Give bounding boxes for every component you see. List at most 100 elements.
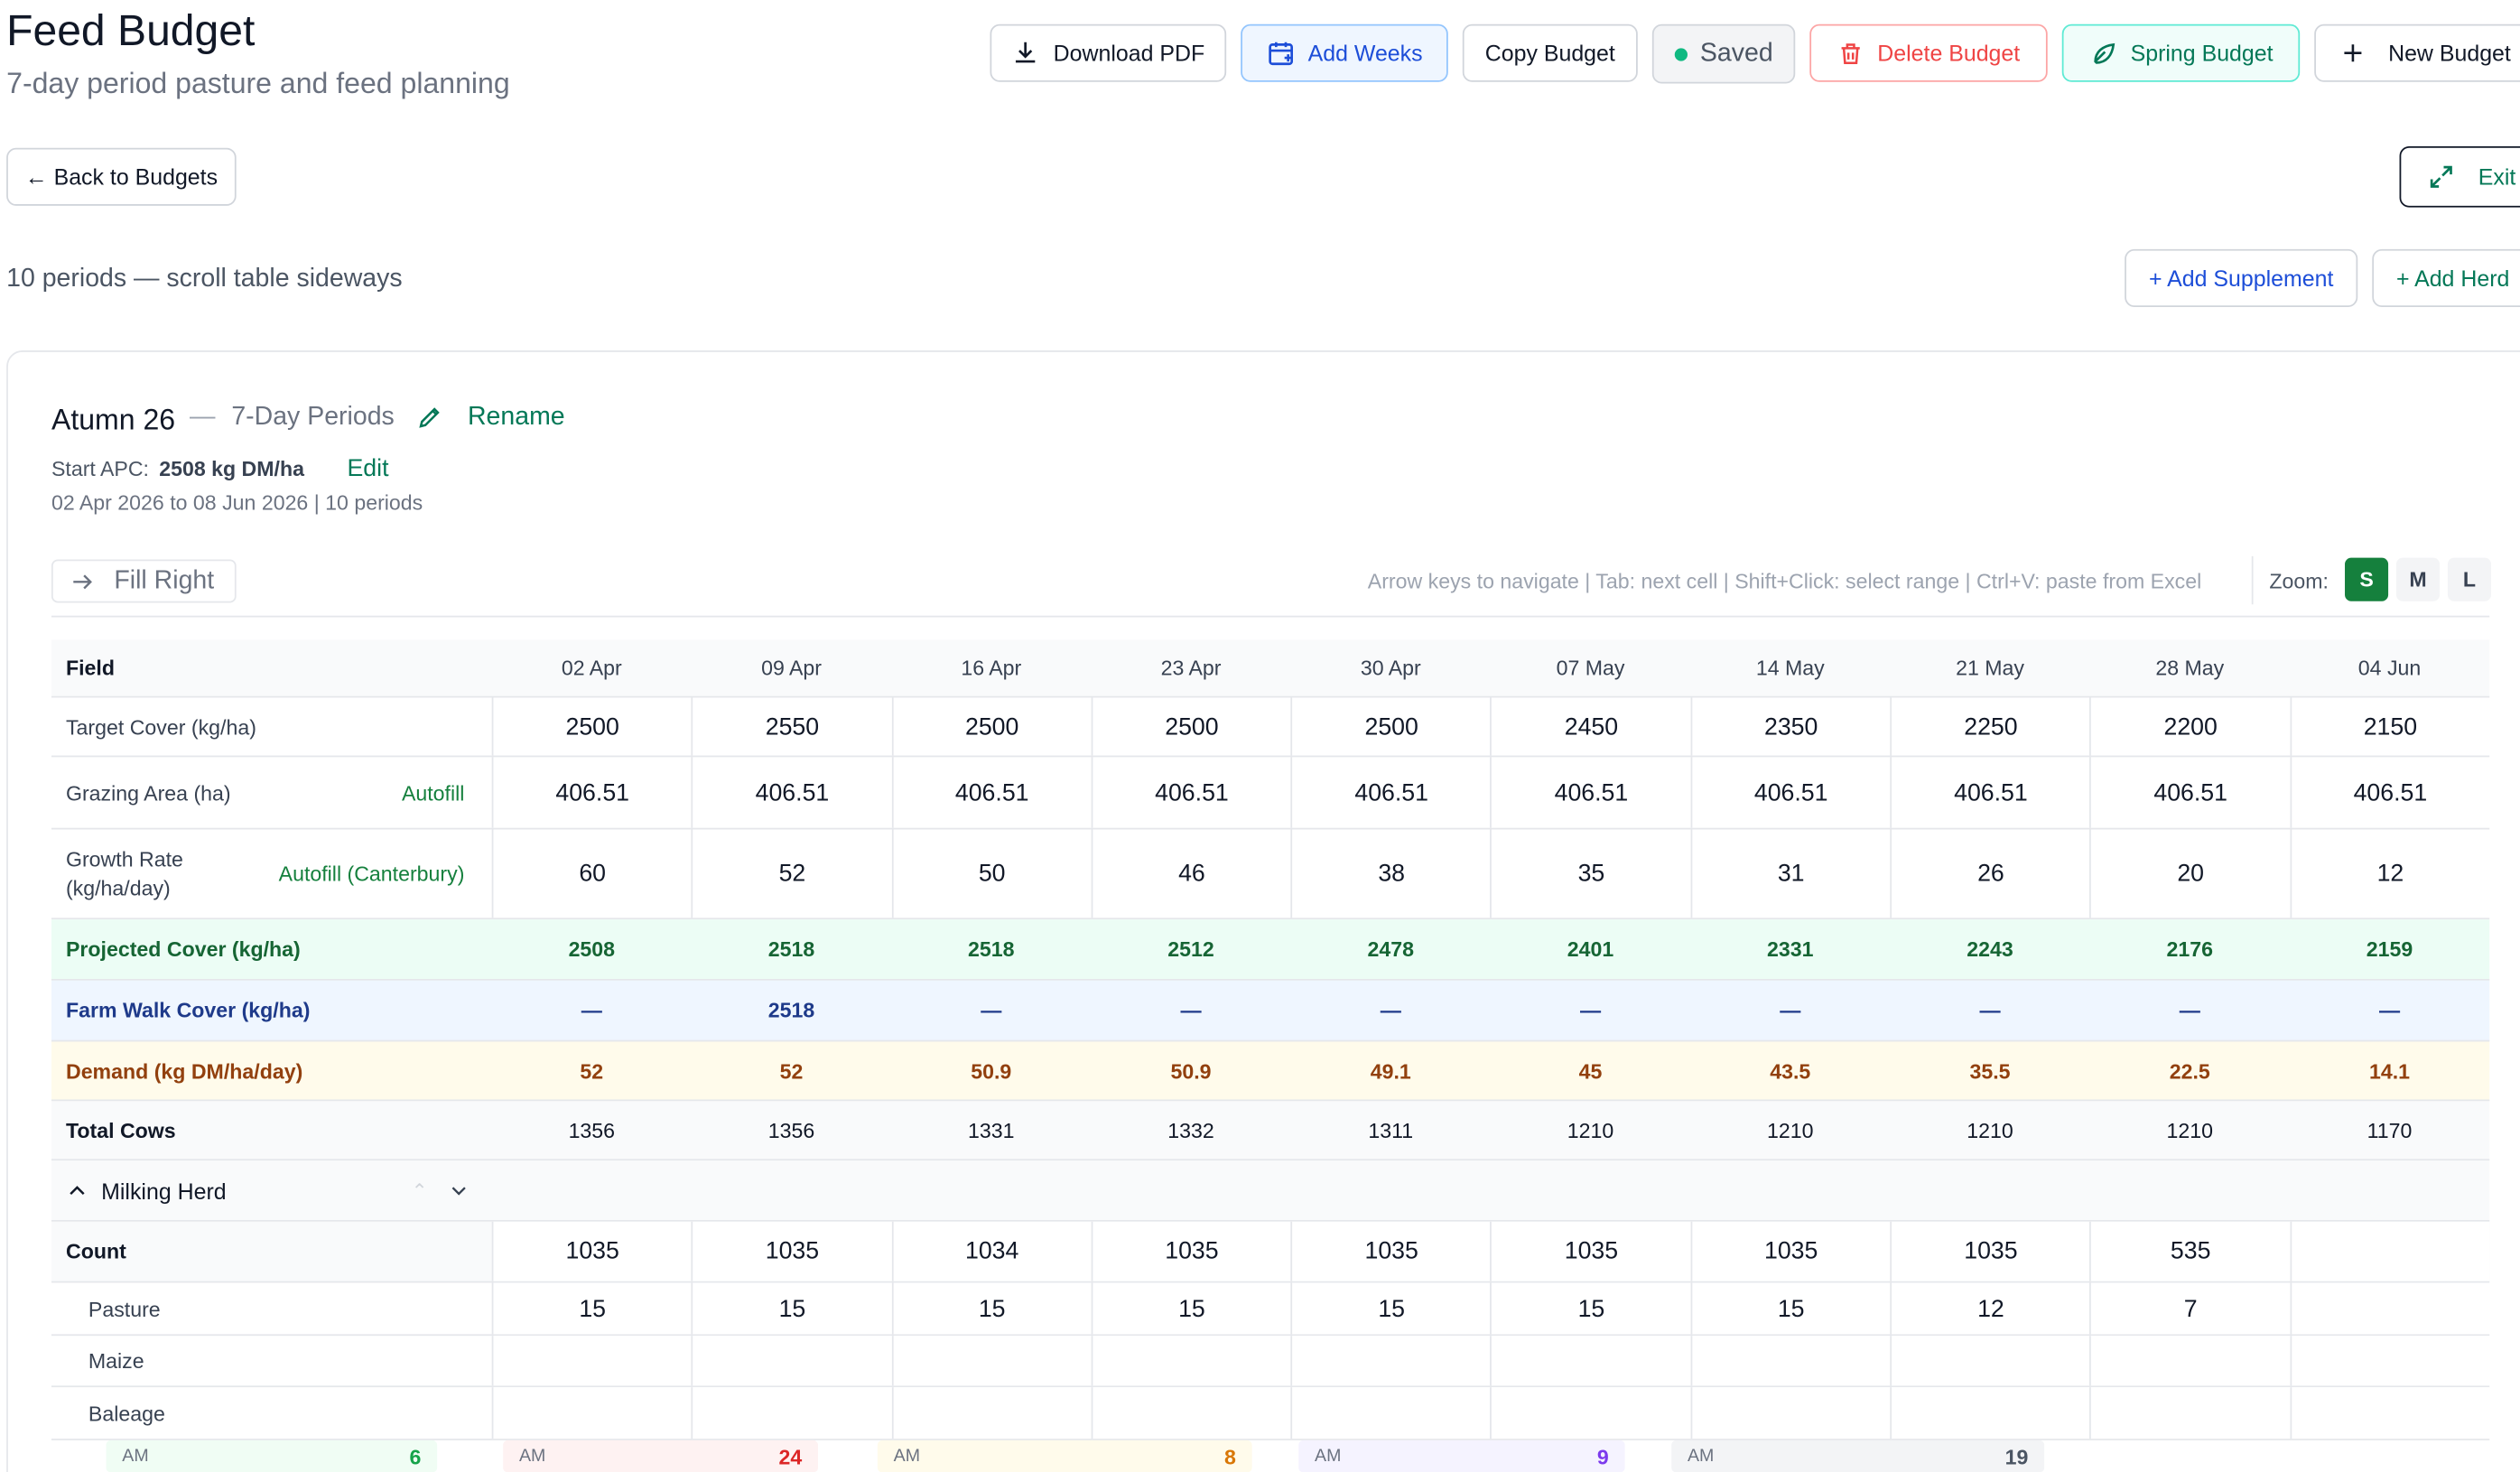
- grid-cell[interactable]: 38: [1290, 829, 1491, 918]
- grid-cell[interactable]: [1290, 1336, 1491, 1386]
- grid-cell[interactable]: [691, 1387, 892, 1439]
- grid-cell[interactable]: [2089, 1387, 2290, 1439]
- grid-cell[interactable]: 1035: [1890, 1221, 2090, 1281]
- grid-cell[interactable]: [1690, 1387, 1891, 1439]
- grid-cell[interactable]: 406.51: [1490, 757, 1690, 828]
- grid-cell[interactable]: [2289, 1387, 2490, 1439]
- row-growth-rate: Growth Rate (kg/ha/day) Autofill (Canterb…: [51, 829, 2490, 920]
- download-pdf-button[interactable]: Download PDF: [990, 23, 1227, 82]
- rename-link[interactable]: Rename: [467, 403, 565, 432]
- grid-cell[interactable]: 2450: [1490, 697, 1690, 756]
- grid-cell[interactable]: 15: [891, 1282, 1092, 1335]
- grid-cell[interactable]: 406.51: [1690, 757, 1890, 828]
- grid-cell[interactable]: [491, 1336, 692, 1386]
- grid-cell: 14.1: [2368, 1058, 2411, 1083]
- grid-cell[interactable]: 2500: [491, 697, 692, 756]
- add-supplement-button[interactable]: + Add Supplement: [2125, 248, 2358, 307]
- plus-icon: [2344, 44, 2362, 62]
- grid-cell[interactable]: 406.51: [1290, 757, 1491, 828]
- grid-cell[interactable]: 2150: [2289, 697, 2489, 756]
- add-herd-button[interactable]: + Add Herd: [2372, 248, 2520, 307]
- grid-cell[interactable]: 26: [1890, 829, 2089, 918]
- grid-cell[interactable]: 2200: [2089, 697, 2290, 756]
- grid-cell[interactable]: [891, 1336, 1092, 1386]
- grid-cell[interactable]: [1890, 1387, 2090, 1439]
- zoom-s-button[interactable]: S: [2345, 557, 2389, 601]
- autofill-button[interactable]: Autofill (Canterbury): [278, 862, 465, 886]
- grid-cell[interactable]: [491, 1387, 692, 1439]
- grid-cell[interactable]: 15: [1690, 1282, 1891, 1335]
- grid-cell[interactable]: 406.51: [891, 757, 1091, 828]
- grid-cell: 1210: [1567, 1117, 1614, 1142]
- autofill-button[interactable]: Autofill: [401, 780, 465, 805]
- delete-budget-label: Delete Budget: [1877, 40, 2021, 66]
- grid-cell[interactable]: 406.51: [2289, 757, 2489, 828]
- copy-budget-button[interactable]: Copy Budget: [1462, 23, 1638, 82]
- grid-cell[interactable]: 406.51: [691, 757, 891, 828]
- grid-cell[interactable]: 12: [2289, 829, 2489, 918]
- grid-cell[interactable]: 46: [1091, 829, 1290, 918]
- grid-cell[interactable]: 406.51: [1091, 757, 1290, 828]
- grid-cell[interactable]: 35: [1490, 829, 1690, 918]
- grid-cell[interactable]: [1290, 1387, 1491, 1439]
- grid-cell[interactable]: 1034: [891, 1221, 1092, 1281]
- grid-cell[interactable]: 15: [691, 1282, 892, 1335]
- grid-cell[interactable]: 1035: [491, 1221, 692, 1281]
- grid-cell[interactable]: [1490, 1336, 1691, 1386]
- zoom-l-button[interactable]: L: [2447, 557, 2491, 601]
- grid-cell[interactable]: 15: [1490, 1282, 1691, 1335]
- grid-cell[interactable]: 1035: [1690, 1221, 1891, 1281]
- grid-cell[interactable]: 535: [2089, 1221, 2290, 1281]
- edit-apc-link[interactable]: Edit: [347, 454, 389, 482]
- grid-cell[interactable]: [1091, 1336, 1291, 1386]
- row-label: Total Cows: [51, 1101, 492, 1159]
- grid-cell[interactable]: [1690, 1336, 1891, 1386]
- grid-cell[interactable]: 406.51: [1890, 757, 2089, 828]
- grid-cell[interactable]: [691, 1336, 892, 1386]
- grid-cell[interactable]: 406.51: [2089, 757, 2290, 828]
- grid-cell[interactable]: [2289, 1282, 2490, 1335]
- grid-cell[interactable]: 15: [1091, 1282, 1291, 1335]
- move-herd-up-icon[interactable]: ⌃: [411, 1179, 428, 1202]
- grid-cell[interactable]: 2500: [891, 697, 1091, 756]
- add-weeks-button[interactable]: Add Weeks: [1241, 23, 1448, 82]
- grid-cell[interactable]: 15: [1290, 1282, 1491, 1335]
- grid-cell[interactable]: 1035: [1290, 1221, 1491, 1281]
- grid-cell: 1170: [2367, 1117, 2413, 1142]
- grid-cell[interactable]: [2289, 1221, 2490, 1281]
- grid-cell[interactable]: 60: [491, 829, 692, 918]
- grid-cell[interactable]: [1490, 1387, 1691, 1439]
- grid-cell[interactable]: 52: [691, 829, 891, 918]
- chevron-up-icon[interactable]: [66, 1179, 88, 1202]
- grid-cell[interactable]: 1035: [691, 1221, 892, 1281]
- zoom-m-button[interactable]: M: [2395, 557, 2441, 601]
- new-budget-button[interactable]: New Budget: [2314, 23, 2520, 82]
- grid-cell[interactable]: 406.51: [491, 757, 692, 828]
- chevron-down-icon[interactable]: [449, 1180, 470, 1201]
- delete-budget-button[interactable]: Delete Budget: [1809, 23, 2048, 82]
- page-subtitle: 7-day period pasture and feed planning: [6, 67, 510, 100]
- exit-fullscreen-button[interactable]: Exit: [2399, 145, 2520, 208]
- grid-cell[interactable]: [1091, 1387, 1291, 1439]
- grid-cell[interactable]: 20: [2089, 829, 2290, 918]
- grid-cell[interactable]: 1035: [1091, 1221, 1291, 1281]
- grid-cell[interactable]: 7: [2089, 1282, 2290, 1335]
- grid-cell[interactable]: 2250: [1890, 697, 2089, 756]
- grid-cell[interactable]: [891, 1387, 1092, 1439]
- grid-cell[interactable]: 1035: [1490, 1221, 1691, 1281]
- grid-cell[interactable]: 15: [491, 1282, 692, 1335]
- spring-budget-button[interactable]: Spring Budget: [2061, 23, 2301, 82]
- back-to-budgets-button[interactable]: ← Back to Budgets: [6, 147, 237, 206]
- grid-cell[interactable]: 2500: [1091, 697, 1290, 756]
- grid-cell[interactable]: [2289, 1336, 2490, 1386]
- pencil-icon[interactable]: [416, 404, 443, 431]
- grid-cell[interactable]: [2089, 1336, 2290, 1386]
- grid-cell[interactable]: 50: [891, 829, 1091, 918]
- grid-cell[interactable]: 2350: [1690, 697, 1890, 756]
- grid-cell[interactable]: 12: [1890, 1282, 2090, 1335]
- grid-cell[interactable]: 31: [1690, 829, 1890, 918]
- fill-right-button[interactable]: Fill Right: [51, 559, 237, 603]
- grid-cell[interactable]: 2500: [1290, 697, 1491, 756]
- grid-cell[interactable]: [1890, 1336, 2090, 1386]
- grid-cell[interactable]: 2550: [691, 697, 891, 756]
